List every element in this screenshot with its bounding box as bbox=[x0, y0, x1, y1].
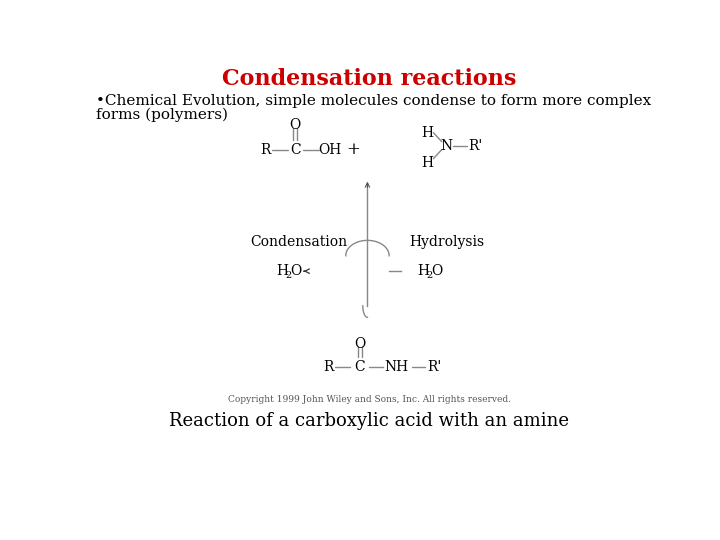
Text: C: C bbox=[354, 360, 365, 374]
Text: +: + bbox=[346, 141, 361, 158]
Text: O: O bbox=[291, 264, 302, 278]
Text: forms (polymers): forms (polymers) bbox=[96, 107, 228, 122]
Text: H: H bbox=[421, 157, 433, 170]
Text: OH: OH bbox=[319, 143, 342, 157]
Text: H: H bbox=[421, 126, 433, 139]
Text: Condensation reactions: Condensation reactions bbox=[222, 68, 516, 90]
Text: Condensation: Condensation bbox=[251, 235, 348, 249]
Text: H: H bbox=[418, 264, 429, 278]
Text: O: O bbox=[289, 118, 301, 132]
Text: R: R bbox=[261, 143, 271, 157]
Text: R': R' bbox=[427, 360, 441, 374]
Text: 2: 2 bbox=[285, 271, 292, 280]
Text: NH: NH bbox=[384, 360, 408, 374]
Text: Reaction of a carboxylic acid with an amine: Reaction of a carboxylic acid with an am… bbox=[169, 411, 569, 429]
Text: •Chemical Evolution, simple molecules condense to form more complex: •Chemical Evolution, simple molecules co… bbox=[96, 94, 652, 108]
Text: Hydrolysis: Hydrolysis bbox=[409, 235, 484, 249]
Text: Copyright 1999 John Wiley and Sons, Inc. All rights reserved.: Copyright 1999 John Wiley and Sons, Inc.… bbox=[228, 395, 510, 404]
Text: C: C bbox=[290, 143, 301, 157]
Text: N: N bbox=[441, 139, 453, 153]
Text: 2: 2 bbox=[426, 271, 433, 280]
Text: O: O bbox=[431, 264, 443, 278]
Text: H: H bbox=[276, 264, 288, 278]
Text: R: R bbox=[323, 360, 334, 374]
Text: O: O bbox=[354, 336, 365, 350]
Text: R': R' bbox=[468, 139, 482, 153]
